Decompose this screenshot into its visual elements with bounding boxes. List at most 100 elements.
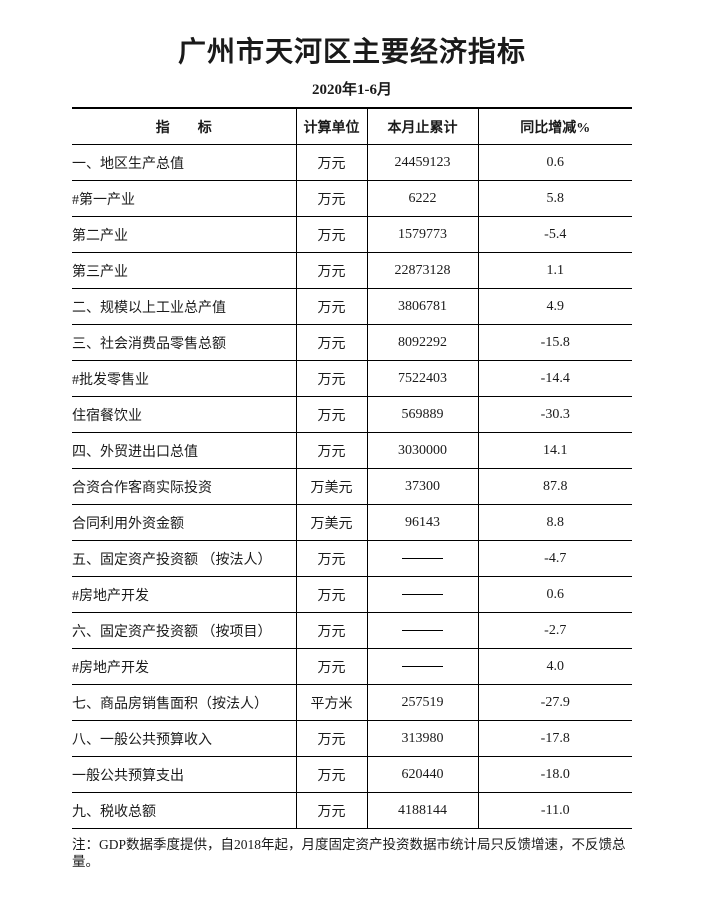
cumulative-cell: 3030000 xyxy=(367,432,479,469)
unit-cell: 万元 xyxy=(296,144,368,181)
header-indicator: 指 标 xyxy=(72,108,297,145)
yoy-cell: -17.8 xyxy=(478,720,632,757)
yoy-cell: 1.1 xyxy=(478,252,632,289)
indicator-cell: 二、规模以上工业总产值 xyxy=(72,288,297,325)
table-header-row: 指 标 计算单位 本月止累计 同比增减% xyxy=(72,108,632,145)
indicator-cell: 合资合作客商实际投资 xyxy=(72,468,297,505)
unit-cell: 万元 xyxy=(296,432,368,469)
cumulative-cell xyxy=(367,648,479,685)
unit-cell: 万元 xyxy=(296,756,368,793)
indicator-cell: 六、固定资产投资额 （按项目） xyxy=(72,612,297,649)
cumulative-cell: 22873128 xyxy=(367,252,479,289)
cumulative-cell: 257519 xyxy=(367,684,479,721)
em-dash xyxy=(402,557,443,559)
cumulative-cell: 4188144 xyxy=(367,792,479,829)
unit-cell: 万元 xyxy=(296,180,368,217)
table-row: 三、社会消费品零售总额 万元 8092292 -15.8 xyxy=(72,324,632,361)
yoy-cell: -4.7 xyxy=(478,540,632,577)
cumulative-cell: 8092292 xyxy=(367,324,479,361)
header-yoy: 同比增减% xyxy=(478,108,632,145)
table-row: #第一产业 万元 6222 5.8 xyxy=(72,180,632,217)
unit-cell: 万元 xyxy=(296,648,368,685)
yoy-cell: 0.6 xyxy=(478,144,632,181)
indicator-cell: #房地产开发 xyxy=(72,576,297,613)
table-row: 九、税收总额 万元 4188144 -11.0 xyxy=(72,792,632,829)
cumulative-cell: 1579773 xyxy=(367,216,479,253)
indicator-cell: 第二产业 xyxy=(72,216,297,253)
cumulative-cell xyxy=(367,540,479,577)
unit-cell: 万美元 xyxy=(296,504,368,541)
yoy-cell: 4.9 xyxy=(478,288,632,325)
yoy-cell: -18.0 xyxy=(478,756,632,793)
indicator-cell: 七、商品房销售面积（按法人） xyxy=(72,684,297,721)
table-row: 第二产业 万元 1579773 -5.4 xyxy=(72,216,632,253)
cumulative-cell: 7522403 xyxy=(367,360,479,397)
cumulative-cell: 24459123 xyxy=(367,144,479,181)
page-subtitle: 2020年1-6月 xyxy=(312,82,392,98)
indicator-cell: 五、固定资产投资额 （按法人） xyxy=(72,540,297,577)
economic-indicators-table: 指 标 计算单位 本月止累计 同比增减% 一、地区生产总值 万元 24459123 0… xyxy=(72,107,632,829)
unit-cell: 万元 xyxy=(296,612,368,649)
table-row: 一、地区生产总值 万元 24459123 0.6 xyxy=(72,144,632,181)
cumulative-cell: 569889 xyxy=(367,396,479,433)
cumulative-cell xyxy=(367,612,479,649)
yoy-cell: -14.4 xyxy=(478,360,632,397)
indicator-cell: 一般公共预算支出 xyxy=(72,756,297,793)
table-row: 合资合作客商实际投资 万美元 37300 87.8 xyxy=(72,468,632,505)
indicator-cell: 一、地区生产总值 xyxy=(72,144,297,181)
yoy-cell: -5.4 xyxy=(478,216,632,253)
unit-cell: 万元 xyxy=(296,396,368,433)
yoy-cell: 14.1 xyxy=(478,432,632,469)
indicator-cell: #批发零售业 xyxy=(72,360,297,397)
unit-cell: 万美元 xyxy=(296,468,368,505)
table-row: 四、外贸进出口总值 万元 3030000 14.1 xyxy=(72,432,632,469)
unit-cell: 万元 xyxy=(296,576,368,613)
indicator-cell: 四、外贸进出口总值 xyxy=(72,432,297,469)
indicator-cell: 合同利用外资金额 xyxy=(72,504,297,541)
yoy-cell: 5.8 xyxy=(478,180,632,217)
table-row: 一般公共预算支出 万元 620440 -18.0 xyxy=(72,756,632,793)
indicator-cell: 三、社会消费品零售总额 xyxy=(72,324,297,361)
unit-cell: 平方米 xyxy=(296,684,368,721)
cumulative-cell: 37300 xyxy=(367,468,479,505)
em-dash xyxy=(402,665,443,667)
indicator-cell: 九、税收总额 xyxy=(72,792,297,829)
yoy-cell: -11.0 xyxy=(478,792,632,829)
cumulative-cell: 3806781 xyxy=(367,288,479,325)
yoy-cell: -2.7 xyxy=(478,612,632,649)
yoy-cell: -30.3 xyxy=(478,396,632,433)
table-row: #房地产开发 万元 4.0 xyxy=(72,648,632,685)
indicator-cell: #第一产业 xyxy=(72,180,297,217)
unit-cell: 万元 xyxy=(296,252,368,289)
yoy-cell: 0.6 xyxy=(478,576,632,613)
page-title: 广州市天河区主要经济指标 xyxy=(177,37,526,68)
footnote: 注：GDP数据季度提供，自2018年起，月度固定资产投资数据市统计局只反馈增速，… xyxy=(72,837,626,869)
table-row: #房地产开发 万元 0.6 xyxy=(72,576,632,613)
cumulative-cell: 96143 xyxy=(367,504,479,541)
unit-cell: 万元 xyxy=(296,540,368,577)
em-dash xyxy=(402,629,443,631)
cumulative-cell: 620440 xyxy=(367,756,479,793)
unit-cell: 万元 xyxy=(296,216,368,253)
yoy-cell: 4.0 xyxy=(478,648,632,685)
table-row: 合同利用外资金额 万美元 96143 8.8 xyxy=(72,504,632,541)
cumulative-cell: 6222 xyxy=(367,180,479,217)
indicator-cell: #房地产开发 xyxy=(72,648,297,685)
table-row: 六、固定资产投资额 （按项目） 万元 -2.7 xyxy=(72,612,632,649)
table-row: #批发零售业 万元 7522403 -14.4 xyxy=(72,360,632,397)
cumulative-cell xyxy=(367,576,479,613)
indicator-cell: 住宿餐饮业 xyxy=(72,396,297,433)
header-unit: 计算单位 xyxy=(296,108,368,145)
unit-cell: 万元 xyxy=(296,720,368,757)
indicator-cell: 第三产业 xyxy=(72,252,297,289)
header-cumulative: 本月止累计 xyxy=(367,108,479,145)
table-row: 七、商品房销售面积（按法人） 平方米 257519 -27.9 xyxy=(72,684,632,721)
unit-cell: 万元 xyxy=(296,288,368,325)
table-row: 第三产业 万元 22873128 1.1 xyxy=(72,252,632,289)
unit-cell: 万元 xyxy=(296,360,368,397)
unit-cell: 万元 xyxy=(296,324,368,361)
em-dash xyxy=(402,593,443,595)
cumulative-cell: 313980 xyxy=(367,720,479,757)
yoy-cell: 8.8 xyxy=(478,504,632,541)
